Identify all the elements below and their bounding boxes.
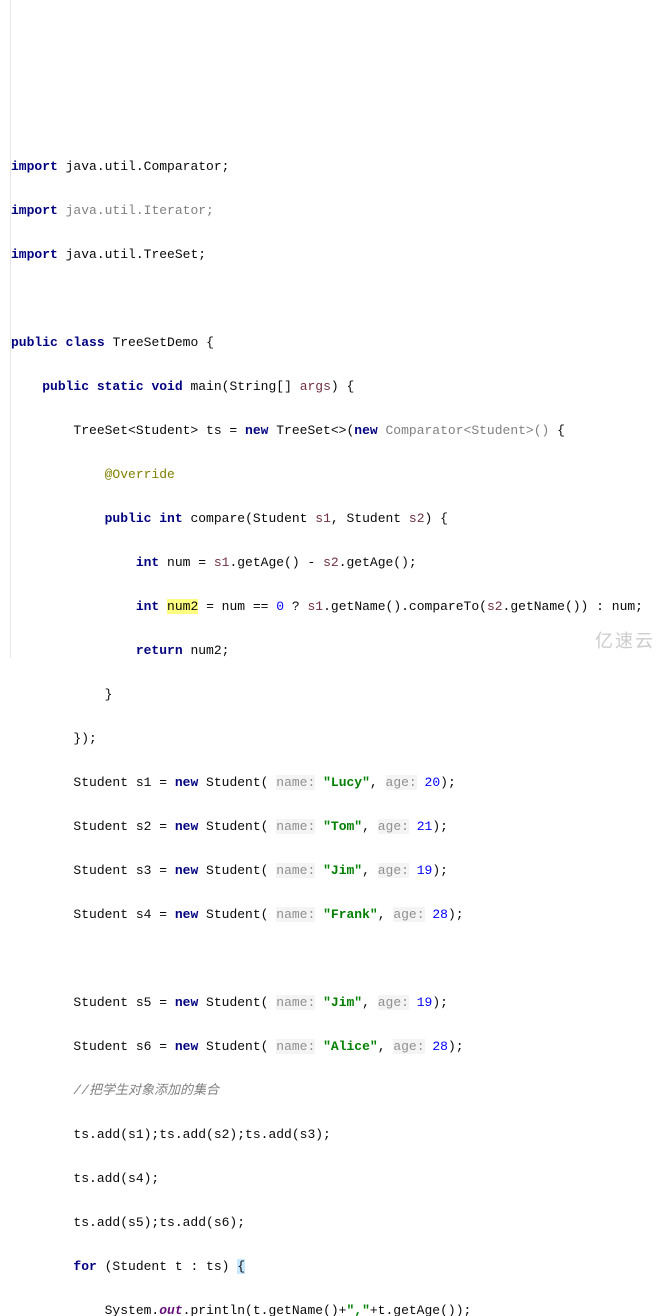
highlight-num2: num2 [167, 599, 198, 614]
line-import-3: import java.util.TreeSet; [11, 244, 661, 266]
hint-name: name: [276, 775, 315, 790]
code-area: import java.util.Comparator; import java… [11, 132, 661, 1316]
highlight-brace-open: { [237, 1259, 245, 1274]
hint-age: age: [386, 775, 417, 790]
line-add-1: ts.add(s1);ts.add(s2);ts.add(s3); [11, 1124, 661, 1146]
line-num: int num = s1.getAge() - s2.getAge(); [11, 552, 661, 574]
line-for: for (Student t : ts) { [11, 1256, 661, 1278]
gutter [0, 0, 11, 658]
line-blank-2 [11, 948, 661, 970]
line-import-2: import java.util.Iterator; [11, 200, 661, 222]
line-ts-new: TreeSet<Student> ts = new TreeSet<>(new … [11, 420, 661, 442]
line-s1: Student s1 = new Student( name: "Lucy", … [11, 772, 661, 794]
line-add-3: ts.add(s5);ts.add(s6); [11, 1212, 661, 1234]
line-comment: //把学生对象添加的集合 [11, 1080, 661, 1102]
line-close-inner: } [11, 684, 661, 706]
line-close-anon: }); [11, 728, 661, 750]
watermark: 亿速云 [595, 630, 655, 652]
line-override: @Override [11, 464, 661, 486]
import-keyword: import [11, 247, 58, 262]
import-keyword: import [11, 159, 58, 174]
line-s3: Student s3 = new Student( name: "Jim", a… [11, 860, 661, 882]
import-keyword: import [11, 203, 58, 218]
line-blank [11, 288, 661, 310]
line-compare: public int compare(Student s1, Student s… [11, 508, 661, 530]
line-s4: Student s4 = new Student( name: "Frank",… [11, 904, 661, 926]
line-num2: int num2 = num == 0 ? s1.getName().compa… [11, 596, 661, 618]
line-println: System.out.println(t.getName()+","+t.get… [11, 1300, 661, 1316]
line-s2: Student s2 = new Student( name: "Tom", a… [11, 816, 661, 838]
line-s5: Student s5 = new Student( name: "Jim", a… [11, 992, 661, 1014]
line-import-1: import java.util.Comparator; [11, 156, 661, 178]
line-add-2: ts.add(s4); [11, 1168, 661, 1190]
line-main: public static void main(String[] args) { [11, 376, 661, 398]
line-s6: Student s6 = new Student( name: "Alice",… [11, 1036, 661, 1058]
line-return: return num2; [11, 640, 661, 662]
line-class: public class TreeSetDemo { [11, 332, 661, 354]
